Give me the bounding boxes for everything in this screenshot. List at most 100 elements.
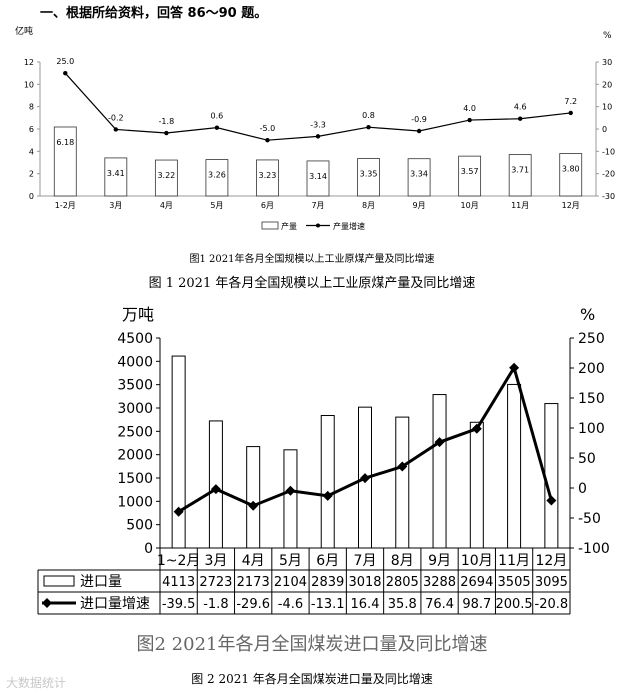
chart1-growth-point <box>467 117 472 123</box>
chart1-right-tick-label: -10 <box>602 147 615 156</box>
chart2-table-bar-value: 3505 <box>498 575 531 590</box>
chart1-growth-label: -3.3 <box>310 120 326 129</box>
chart1-growth-point <box>517 116 523 121</box>
chart1-bar-label: 3.57 <box>461 167 479 176</box>
chart2-right-tick-label: 250 <box>578 331 605 347</box>
chart1-bar-label: 3.22 <box>157 171 175 180</box>
chart1-bar <box>357 158 380 197</box>
chart1-legend-line-marker <box>316 223 320 228</box>
chart1-x-tick-label: 12月 <box>562 201 580 210</box>
chart1-right-tick-label: -20 <box>602 170 615 179</box>
chart2-growth-point <box>173 506 184 517</box>
chart2-bar <box>320 415 335 549</box>
chart1-bar <box>559 153 583 197</box>
chart2-table-line-value: 98.7 <box>462 597 491 612</box>
chart1-x-tick-label: 4月 <box>160 201 173 210</box>
chart2-left-tick-label: 4500 <box>117 331 153 347</box>
chart2-table-line-value: 200.5 <box>495 597 532 612</box>
chart2-table-bar-value: 2173 <box>237 575 270 590</box>
chart2-table-line-value: -4.6 <box>278 597 303 612</box>
chart1-x-tick-label: 7月 <box>311 201 324 210</box>
chart1-left-tick-label: 8 <box>29 103 34 112</box>
chart1-bar <box>205 159 229 197</box>
chart2-growth-point <box>285 485 296 496</box>
watermark-text: 大数据统计 <box>6 676 67 690</box>
chart1-bar-label: 3.80 <box>562 165 580 174</box>
chart2-right-tick-label: 200 <box>578 361 605 377</box>
chart1-left-tick-label: 6 <box>29 125 34 134</box>
chart2-x-tick-label: 6月 <box>316 553 339 569</box>
chart2-bar <box>544 403 559 549</box>
chart1-left-tick-label: 12 <box>24 58 34 67</box>
chart1-growth-label: -1.8 <box>159 117 175 126</box>
chart2-growth-point <box>546 495 557 506</box>
chart1-bar <box>508 154 532 197</box>
chart2-table-line-value: -39.5 <box>162 597 196 612</box>
chart2-right-tick-label: 0 <box>578 481 587 497</box>
chart1-x-tick-label: 3月 <box>109 201 122 210</box>
chart2-growth-point <box>471 423 482 434</box>
chart1-bar-label: 3.71 <box>511 166 529 175</box>
chart2-left-tick-label: 4000 <box>117 354 153 370</box>
chart2-left-tick-label: 2500 <box>117 424 153 440</box>
chart1-growth-label: 4.6 <box>514 103 527 112</box>
chart2-growth-point <box>397 461 408 472</box>
chart1-left-tick-label: 0 <box>29 192 34 201</box>
chart2-table-line-value: 16.4 <box>351 597 380 612</box>
chart1-right-tick-label: 20 <box>602 80 612 89</box>
chart2-right-tick-label: 50 <box>578 451 596 467</box>
figure1-outer-caption: 图 1 2021 年各月全国规模以上工业原煤产量及同比增速 <box>148 276 476 291</box>
chart1-growth-point <box>416 128 422 134</box>
chart2-bar <box>395 416 410 549</box>
chart2-x-tick-label: 10月 <box>461 553 493 569</box>
chart1-legend-line-label: 产量增速 <box>333 221 365 231</box>
chart1-growth-point <box>214 125 220 130</box>
chart1-growth-label: 7.2 <box>564 97 577 106</box>
chart1-right-tick-label: 30 <box>602 58 612 67</box>
chart1-growth-point <box>164 130 169 136</box>
chart2-right-tick-label: -100 <box>578 541 610 557</box>
chart2-imports: 万吨 %050010001500200025003000350040004500-… <box>37 305 610 615</box>
chart1-bar <box>154 159 178 197</box>
chart2-right-unit: % <box>580 305 595 324</box>
chart1-x-tick-label: 1-2月 <box>55 201 76 210</box>
chart2-table-bar-value: 2694 <box>460 575 493 590</box>
chart1-growth-label: -0.9 <box>411 115 427 124</box>
chart1-bar <box>458 155 482 197</box>
chart2-legend-bar-label: 进口量 <box>80 574 122 590</box>
chart2-table-line-value: 35.8 <box>388 597 417 612</box>
chart2-x-tick-label: 7月 <box>354 553 377 569</box>
chart1-bar-label: 6.18 <box>56 138 74 147</box>
chart1-growth-line <box>64 72 571 141</box>
chart1-legend-bar-label: 产量 <box>281 221 297 231</box>
chart1-growth-point <box>366 125 371 130</box>
chart1-left-unit: 亿吨 <box>15 25 33 37</box>
chart1-production: 亿吨 % 0 2 4 6 8 10 12 -30 -20 -10 0 10 20 30 6.18 1-2月 3.41… <box>15 25 615 231</box>
chart1-right-unit: % <box>603 31 612 41</box>
chart2-legend-line-label: 进口量增速 <box>80 596 150 612</box>
chart2-table-line-value: 76.4 <box>425 597 454 612</box>
chart2-left-tick-label: 500 <box>126 518 153 534</box>
question-heading: 一、根据所给资料，回答 86～90 题。 <box>40 6 268 21</box>
chart1-bar-label: 3.26 <box>208 171 226 180</box>
chart2-bar <box>507 383 522 549</box>
chart1-right-tick-label: -30 <box>602 192 615 201</box>
chart1-right-tick-label: 0 <box>602 125 607 134</box>
chart1-left-tick-label: 10 <box>24 80 34 89</box>
chart2-caption: 图2 2021年各月全国煤炭进口量及同比增速 <box>136 634 488 655</box>
chart2-x-tick-label: 4月 <box>242 553 265 569</box>
chart1-growth-point <box>568 110 573 116</box>
figure2-outer-caption: 图 2 2021 年各月全国煤炭进口量及同比增速 <box>191 672 433 686</box>
chart2-bar <box>246 446 261 549</box>
chart1-x-tick-label: 6月 <box>261 201 274 210</box>
chart2-table-bar-value: 2723 <box>199 575 232 590</box>
chart2-x-tick-label: 3月 <box>204 553 227 569</box>
chart1-bar-label: 3.34 <box>410 170 428 179</box>
chart2-x-tick-label: 1~2月 <box>157 553 201 569</box>
chart2-x-tick-label: 9月 <box>428 553 451 569</box>
chart1-x-tick-label: 5月 <box>210 201 223 210</box>
chart1-growth-label: -5.0 <box>260 124 276 133</box>
chart2-growth-point <box>509 362 520 373</box>
chart1-left-tick-label: 4 <box>29 147 34 156</box>
chart2-right-tick-label: -50 <box>578 511 601 527</box>
